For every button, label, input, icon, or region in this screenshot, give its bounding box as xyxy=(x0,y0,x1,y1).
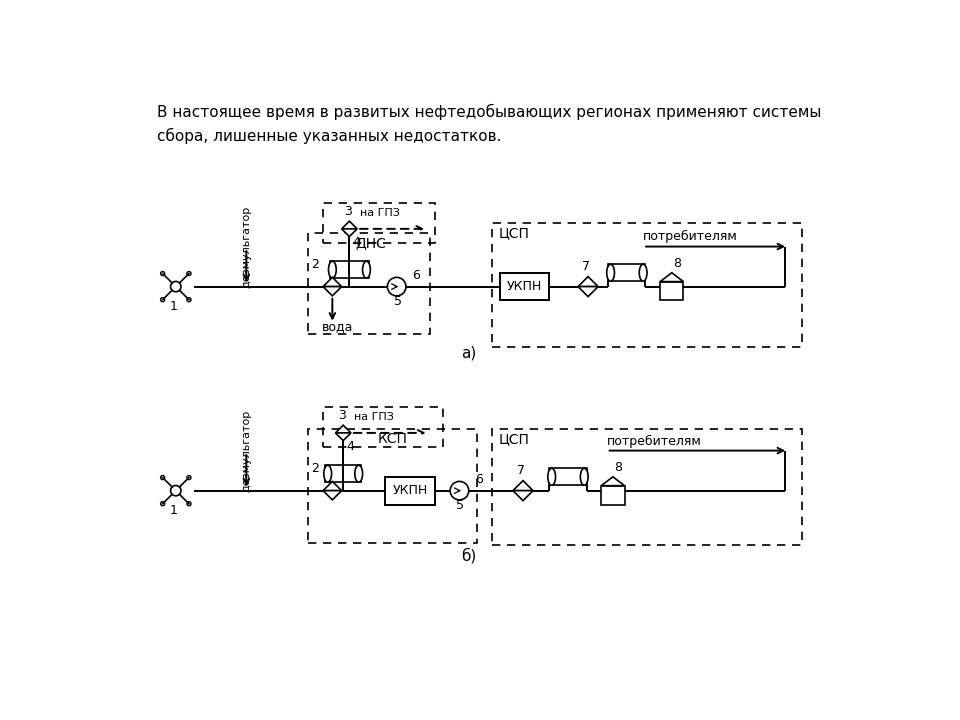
Bar xyxy=(307,233,430,334)
Text: дезмульгатор: дезмульгатор xyxy=(241,410,252,492)
Text: 7: 7 xyxy=(516,464,525,477)
Text: 6: 6 xyxy=(475,473,483,486)
Polygon shape xyxy=(335,433,351,441)
Text: 6: 6 xyxy=(412,269,420,282)
Ellipse shape xyxy=(607,264,614,282)
Ellipse shape xyxy=(363,261,371,278)
Circle shape xyxy=(450,482,468,500)
Polygon shape xyxy=(324,287,342,296)
Polygon shape xyxy=(335,426,351,433)
Polygon shape xyxy=(578,287,598,297)
Polygon shape xyxy=(342,229,357,237)
Bar xyxy=(601,486,625,505)
Bar xyxy=(492,223,802,346)
Polygon shape xyxy=(601,477,625,486)
Ellipse shape xyxy=(639,264,647,282)
Text: ЦСП: ЦСП xyxy=(498,227,529,240)
Text: 4: 4 xyxy=(347,440,354,453)
Text: 8: 8 xyxy=(614,461,622,474)
Polygon shape xyxy=(324,490,342,500)
Polygon shape xyxy=(513,481,533,490)
Circle shape xyxy=(388,277,406,296)
Text: 3: 3 xyxy=(338,409,346,422)
Bar xyxy=(660,282,684,300)
Bar xyxy=(500,273,549,300)
Text: потребителям: потребителям xyxy=(607,434,702,448)
Bar xyxy=(549,468,587,485)
Text: КСП: КСП xyxy=(377,432,407,446)
Polygon shape xyxy=(342,221,357,229)
Ellipse shape xyxy=(328,261,336,278)
Bar xyxy=(609,264,645,282)
Text: 4: 4 xyxy=(352,236,360,249)
Text: 1: 1 xyxy=(170,504,178,517)
Text: ЦСП: ЦСП xyxy=(498,432,529,446)
Bar xyxy=(324,202,436,243)
Polygon shape xyxy=(513,490,533,500)
Polygon shape xyxy=(324,277,342,287)
Ellipse shape xyxy=(548,468,556,485)
Polygon shape xyxy=(324,482,342,490)
Text: УКПН: УКПН xyxy=(393,484,427,497)
Text: на ГПЗ: на ГПЗ xyxy=(354,412,394,422)
Bar xyxy=(307,429,476,543)
Text: 3: 3 xyxy=(344,205,352,218)
Ellipse shape xyxy=(355,465,363,482)
Bar xyxy=(330,261,369,278)
Text: 5: 5 xyxy=(394,295,401,308)
Text: потребителям: потребителям xyxy=(643,230,738,243)
Ellipse shape xyxy=(581,468,588,485)
Polygon shape xyxy=(578,276,598,287)
Text: на ГПЗ: на ГПЗ xyxy=(360,208,400,218)
Bar xyxy=(492,429,802,544)
Text: вода: вода xyxy=(322,320,353,333)
Text: 1: 1 xyxy=(170,300,178,312)
Bar xyxy=(325,465,361,482)
Text: 2: 2 xyxy=(311,258,319,271)
Text: 5: 5 xyxy=(456,499,465,512)
Bar xyxy=(385,477,435,505)
Text: 8: 8 xyxy=(673,256,682,270)
Text: а): а) xyxy=(461,346,476,361)
Text: В настоящее время в развитых нефтедобывающих регионах применяют системы
сбора, л: В настоящее время в развитых нефтедобыва… xyxy=(157,104,822,144)
Ellipse shape xyxy=(324,465,331,482)
Text: дезмульгатор: дезмульгатор xyxy=(241,206,252,288)
Text: УКПН: УКПН xyxy=(507,280,542,293)
Text: ДНС: ДНС xyxy=(355,235,387,250)
Text: 2: 2 xyxy=(311,462,319,475)
Bar xyxy=(324,407,444,446)
Text: 7: 7 xyxy=(582,260,589,273)
Polygon shape xyxy=(660,273,684,282)
Text: б): б) xyxy=(461,548,476,564)
